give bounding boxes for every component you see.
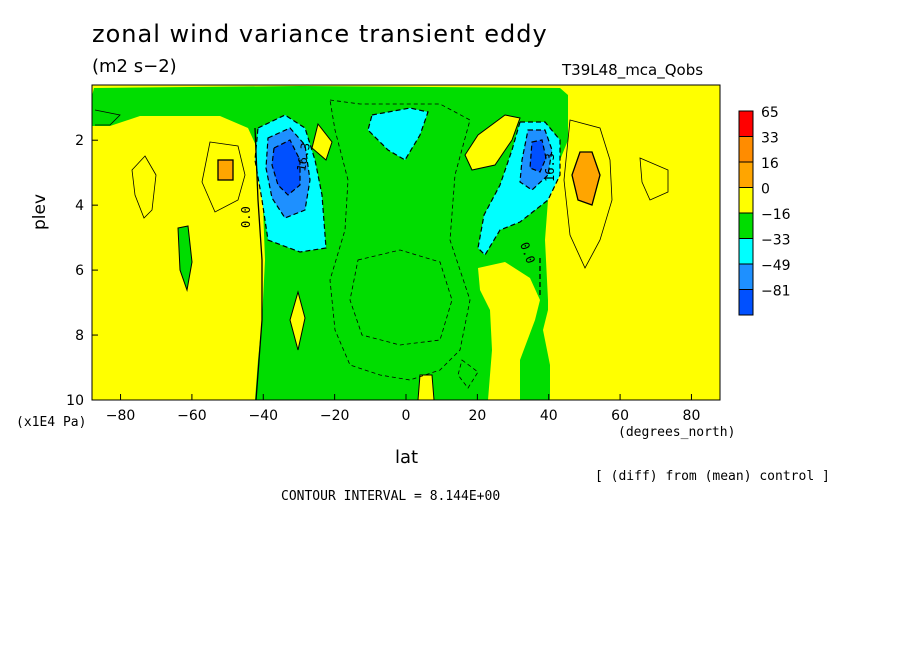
negative-patch-sh-60	[177, 225, 193, 292]
contour-interval: CONTOUR INTERVAL = 8.144E+00	[281, 489, 501, 504]
y-tick-label: 4	[75, 198, 84, 214]
colorbar-swatch	[738, 110, 754, 137]
x-tick-label: 80	[683, 408, 701, 424]
x-tick-label: 40	[540, 408, 558, 424]
colorbar-label: −16	[761, 207, 791, 223]
x-tick-label: 60	[611, 408, 629, 424]
contour-lines-positive	[94, 109, 669, 269]
negative-region-main	[92, 86, 568, 400]
x-tick-label: −40	[248, 408, 278, 424]
y-tick-label: 8	[75, 328, 84, 344]
colorbar-swatch	[738, 161, 754, 188]
run-label: T39L48_mca_Qobs	[562, 61, 704, 79]
negative-minimum-nh-core	[529, 139, 547, 173]
positive-patch-sh-upper	[311, 122, 333, 161]
x-tick-label: 20	[468, 408, 486, 424]
x-tick-label: −80	[106, 408, 136, 424]
x-axis: −80 −60 −40 −20 0 20 40 60 80	[106, 394, 701, 424]
y-axis-unit: (x1E4 Pa)	[16, 415, 87, 430]
colorbar-label: −49	[761, 258, 791, 274]
colorbar-label: 0	[761, 182, 770, 198]
contour-lines-negative	[329, 99, 479, 389]
y-axis: 2 4 6 8 10	[66, 133, 98, 409]
y-tick-label: 6	[75, 263, 84, 279]
colorbar-swatch	[738, 263, 754, 290]
colorbar-swatch	[738, 212, 754, 239]
chart-title: zonal wind variance transient eddy	[92, 20, 548, 48]
y-tick-label: 10	[66, 393, 84, 409]
colorbar-swatch	[738, 238, 754, 265]
positive-patch-top-right	[568, 85, 720, 90]
colorbar-label: −81	[761, 284, 791, 300]
x-tick-label: 0	[402, 408, 411, 424]
negative-center-tropics	[367, 107, 429, 161]
positive-max-sh	[217, 159, 234, 181]
contour-label: 16.3	[543, 153, 557, 182]
positive-patch-sh-mid	[289, 290, 306, 351]
x-tick-label: −60	[177, 408, 207, 424]
colorbar: 65 33 16 0 −16 −33 −49 −81	[738, 105, 791, 316]
zero-contour-sh	[254, 127, 263, 401]
positive-region-nh-lower	[478, 262, 540, 400]
colorbar-swatch	[738, 289, 754, 316]
contour-label: 16.3	[294, 142, 313, 173]
chart-units: (m2 s−2)	[92, 56, 177, 77]
contour-label: 0.0	[517, 240, 538, 265]
contour-label: 0.0	[239, 206, 253, 228]
colorbar-label: 65	[761, 105, 779, 121]
x-axis-unit: (degrees_north)	[618, 425, 736, 440]
colorbar-label: 33	[761, 131, 779, 147]
colorbar-swatch	[738, 136, 754, 163]
diff-note: [ (diff) from (mean) control ]	[595, 469, 830, 484]
y-tick-label: 2	[75, 133, 84, 149]
x-tick-label: −20	[320, 408, 350, 424]
colorbar-swatch	[738, 187, 754, 214]
x-axis-label: lat	[395, 447, 419, 468]
positive-patch-nh-upper	[464, 114, 521, 171]
negative-minimum-sh-core	[271, 139, 301, 196]
positive-max-nh	[571, 151, 601, 206]
colorbar-label: 16	[761, 156, 779, 172]
colorbar-label: −33	[761, 233, 791, 249]
positive-patch-eq-lower	[417, 374, 435, 401]
